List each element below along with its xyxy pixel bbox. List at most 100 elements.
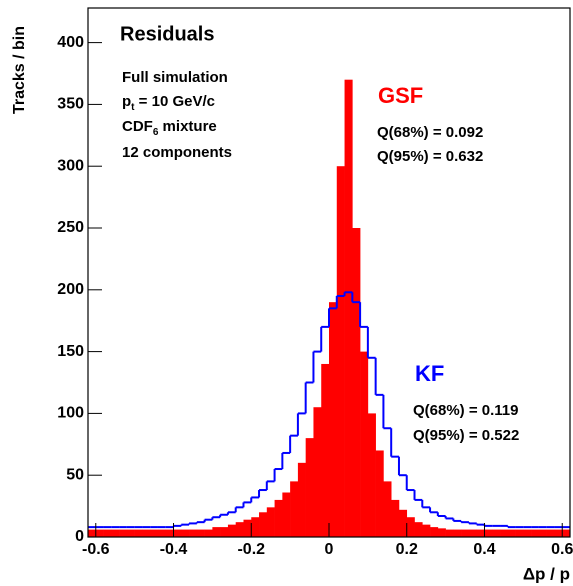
histogram-bar — [453, 529, 462, 537]
x-tick-label: 0.4 — [473, 541, 495, 558]
histogram-bar — [422, 524, 431, 537]
histogram-bar — [437, 528, 446, 537]
histogram-bar — [414, 522, 423, 537]
x-tick-label: 0 — [325, 541, 334, 558]
histogram-bar — [157, 529, 167, 537]
x-tick-label: -0.4 — [160, 541, 188, 558]
annotation-part: Q(95%) = 0.632 — [377, 148, 483, 165]
y-tick-label: 150 — [57, 343, 84, 360]
y-tick-label: 0 — [75, 528, 84, 545]
y-tick-label: 250 — [57, 219, 84, 236]
histogram-bar — [336, 166, 345, 537]
histogram-bar — [329, 302, 338, 537]
annotation-part: Q(68%) = 0.092 — [377, 124, 483, 141]
annotation-subscript: 6 — [153, 127, 159, 138]
histogram-bar — [119, 529, 128, 537]
histogram-bar — [103, 529, 112, 537]
histogram-bar — [251, 517, 260, 537]
annotation-part: = 10 GeV/c — [135, 93, 215, 110]
annotation-part: 12 components — [122, 144, 232, 161]
histogram-bar — [259, 512, 268, 537]
histogram-bar — [181, 529, 190, 537]
histogram-bar — [523, 529, 532, 537]
chart-title: Residuals — [120, 23, 214, 45]
histogram-bar — [305, 438, 314, 537]
histogram-bar — [290, 481, 299, 537]
histogram-bar — [515, 529, 524, 537]
histogram-bar — [406, 517, 415, 537]
histogram-bar — [282, 492, 291, 537]
y-axis-label: Tracks / bin — [11, 26, 28, 114]
x-tick-label: -0.6 — [82, 541, 110, 558]
histogram-bar — [235, 522, 244, 537]
annotation: Q(95%) = 0.632 — [377, 148, 483, 165]
annotation: CDF6 mixture — [122, 118, 217, 138]
x-tick-label: 0.2 — [396, 541, 418, 558]
y-tick-label: 300 — [57, 157, 84, 174]
histogram-bar — [391, 499, 400, 537]
histogram-bar — [297, 462, 306, 537]
annotation-part: Full simulation — [122, 69, 228, 86]
histogram-bar — [461, 529, 470, 537]
histogram-bar — [196, 529, 205, 537]
annotation: Full simulation — [122, 69, 228, 86]
y-tick-label: 200 — [57, 281, 84, 298]
annotation: pt = 10 GeV/c — [122, 93, 215, 113]
plot-area — [88, 79, 571, 537]
histogram-bar — [134, 529, 143, 537]
y-tick-label: 400 — [57, 34, 84, 51]
series-label: GSF — [378, 83, 423, 108]
histogram-bar — [266, 507, 275, 537]
histogram-bar — [562, 529, 571, 537]
histogram-bar — [398, 509, 408, 537]
histogram-bar — [546, 529, 555, 537]
y-tick-label: 100 — [57, 405, 84, 422]
annotation: Q(68%) = 0.092 — [377, 124, 483, 141]
histogram-bar — [538, 529, 547, 537]
annotation: Q(68%) = 0.119 — [413, 402, 518, 419]
histogram-bar — [165, 529, 174, 537]
series-label: KF — [415, 361, 444, 386]
histogram-bar — [126, 529, 135, 537]
histogram-bar — [492, 529, 501, 537]
histogram-bar — [212, 527, 221, 537]
histogram-bar — [360, 351, 369, 537]
histogram-bar — [150, 529, 159, 537]
histogram-bar — [484, 529, 493, 537]
x-axis-label: Δp / p — [523, 564, 570, 583]
histogram-bar — [111, 529, 120, 537]
histogram-bar — [227, 524, 237, 537]
annotation: Q(95%) = 0.522 — [413, 427, 519, 444]
histogram-bar — [352, 228, 361, 537]
histogram-bar — [507, 529, 516, 537]
histogram-bar — [500, 529, 509, 537]
histogram-bar — [430, 527, 439, 537]
histogram-bar — [445, 529, 454, 537]
histogram-bar — [321, 363, 330, 537]
annotation-part: mixture — [158, 118, 216, 135]
x-tick-label: 0.6 — [551, 541, 573, 558]
histogram-bar — [204, 529, 213, 537]
annotation-part: Q(95%) = 0.522 — [413, 427, 519, 444]
histogram-bar — [220, 527, 229, 537]
histogram-bar — [88, 529, 97, 537]
histogram-bar — [554, 529, 563, 537]
histogram-bar — [189, 529, 198, 537]
histogram-bar — [344, 79, 353, 537]
y-tick-label: 50 — [66, 466, 84, 483]
histogram-bar — [95, 529, 104, 537]
histogram-bar — [274, 499, 283, 537]
histogram-bar — [173, 529, 182, 537]
histogram-bar — [383, 481, 392, 537]
histogram-bar — [142, 529, 151, 537]
histogram-bar — [375, 450, 384, 537]
x-tick-label: -0.2 — [237, 541, 265, 558]
histogram-bar — [313, 407, 322, 537]
annotation-part: CDF — [122, 118, 153, 135]
annotation: 12 components — [122, 144, 232, 161]
histogram-bar — [468, 529, 478, 537]
annotation-part: p — [122, 93, 131, 110]
y-tick-label: 350 — [57, 96, 84, 113]
